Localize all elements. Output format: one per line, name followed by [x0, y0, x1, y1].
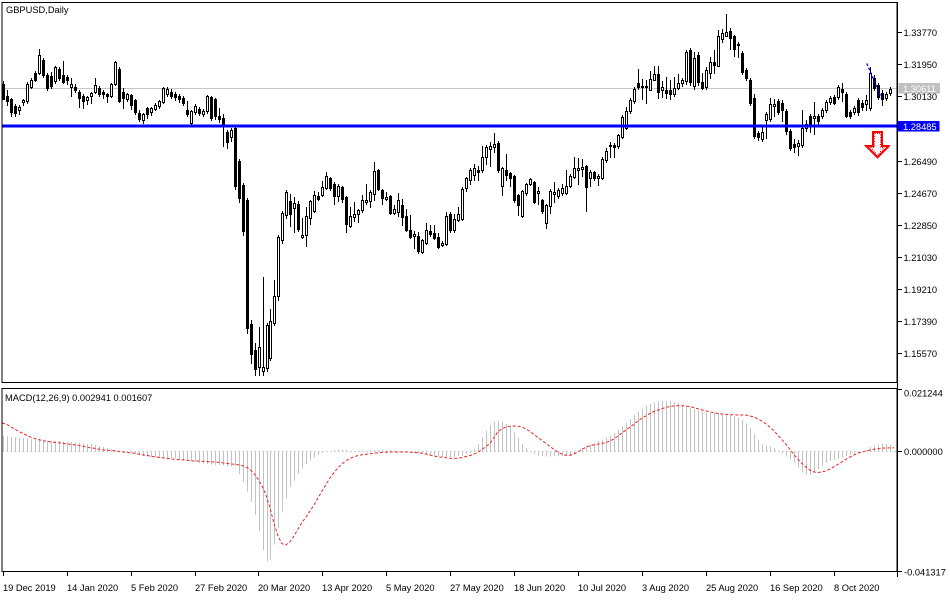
svg-text:18 Jun 2020: 18 Jun 2020 — [514, 583, 565, 593]
svg-text:27 Feb 2020: 27 Feb 2020 — [195, 583, 247, 593]
svg-text:16 Sep 2020: 16 Sep 2020 — [770, 583, 823, 593]
svg-text:1.30611: 1.30611 — [903, 84, 936, 94]
svg-text:1.15570: 1.15570 — [904, 349, 938, 359]
svg-text:1.22850: 1.22850 — [904, 221, 938, 231]
svg-text:5 Feb 2020: 5 Feb 2020 — [131, 583, 178, 593]
svg-text:27 May 2020: 27 May 2020 — [450, 583, 504, 593]
svg-text:10 Jul 2020: 10 Jul 2020 — [578, 583, 626, 593]
svg-text:GBPUSD,Daily: GBPUSD,Daily — [6, 5, 69, 15]
svg-text:19 Dec 2019: 19 Dec 2019 — [3, 583, 56, 593]
svg-text:1.30130: 1.30130 — [904, 92, 938, 102]
svg-text:20 Mar 2020: 20 Mar 2020 — [258, 583, 310, 593]
svg-text:MACD(12,26,9) 0.002941 0.00160: MACD(12,26,9) 0.002941 0.001607 — [5, 393, 152, 403]
svg-text:0.021244: 0.021244 — [904, 389, 943, 399]
svg-text:1.31950: 1.31950 — [904, 60, 938, 70]
svg-text:1.24670: 1.24670 — [904, 189, 938, 199]
svg-text:13 Apr 2020: 13 Apr 2020 — [322, 583, 372, 593]
svg-text:1.19210: 1.19210 — [904, 285, 938, 295]
svg-text:1.17390: 1.17390 — [904, 317, 938, 327]
svg-text:-0.041317: -0.041317 — [904, 568, 946, 578]
svg-text:14 Jan 2020: 14 Jan 2020 — [67, 583, 118, 593]
svg-text:8 Oct 2020: 8 Oct 2020 — [834, 583, 879, 593]
svg-text:5 May 2020: 5 May 2020 — [386, 583, 435, 593]
svg-text:1.26490: 1.26490 — [904, 157, 938, 167]
svg-text:1.33770: 1.33770 — [904, 28, 938, 38]
svg-text:25 Aug 2020: 25 Aug 2020 — [706, 583, 758, 593]
svg-text:1.28485: 1.28485 — [903, 122, 937, 132]
svg-text:0.000000: 0.000000 — [904, 447, 943, 457]
svg-text:3 Aug 2020: 3 Aug 2020 — [642, 583, 689, 593]
svg-text:1.21030: 1.21030 — [904, 253, 938, 263]
